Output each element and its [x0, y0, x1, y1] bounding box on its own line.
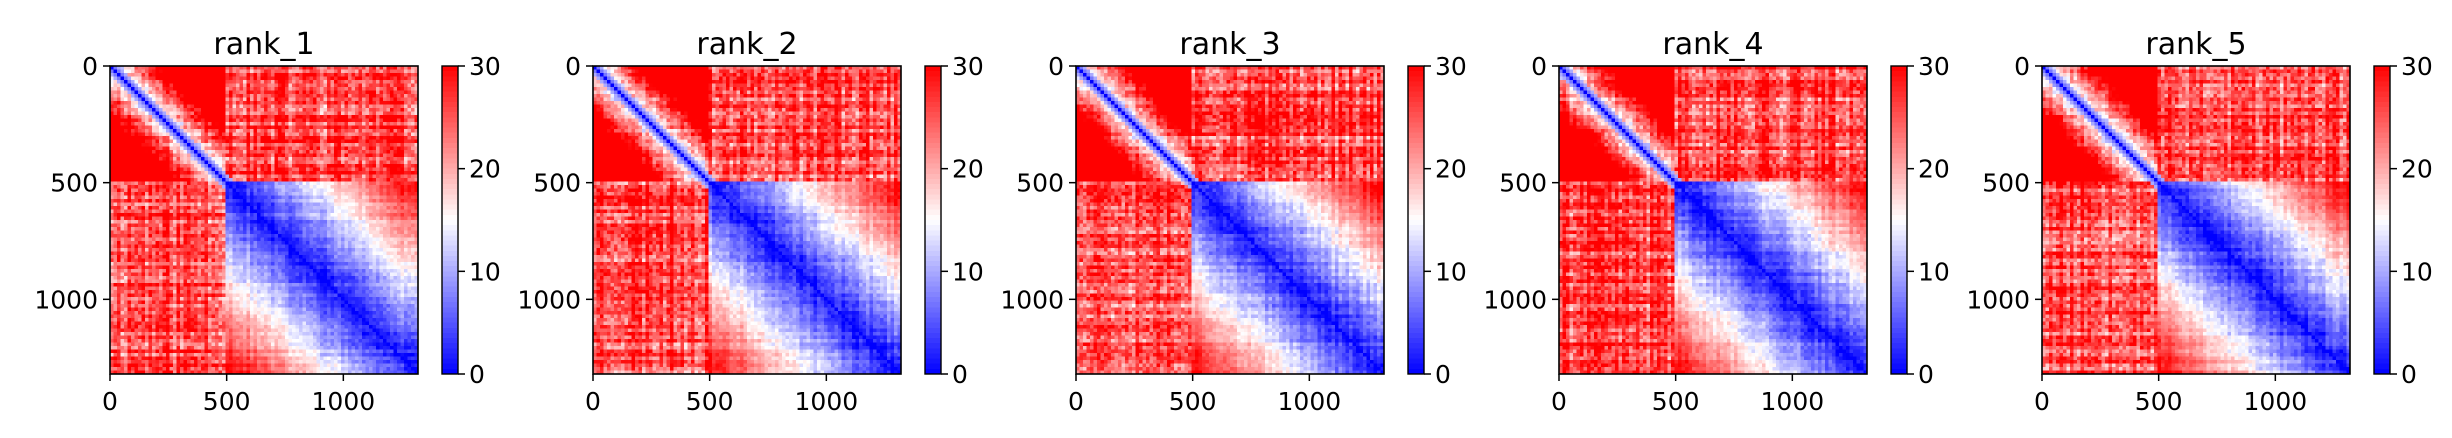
y-tick-label: 1000	[1000, 285, 1064, 314]
y-tick-label: 0	[2014, 52, 2030, 81]
x-tick-label: 1000	[795, 387, 859, 416]
y-tick-label: 1000	[34, 285, 98, 314]
colorbar-tick-label: 10	[2401, 257, 2433, 286]
subplot-title: rank_2	[696, 27, 797, 62]
colorbar-tick-label: 20	[2401, 155, 2433, 184]
colorbar-tick-label: 10	[1918, 257, 1950, 286]
colorbar: 0 10 20 30	[2374, 52, 2433, 389]
x-tick-label: 500	[2135, 387, 2183, 416]
y-tick-label: 0	[82, 52, 98, 81]
y-tick-label: 0	[1048, 52, 1064, 81]
colorbar-tick-label: 0	[1435, 360, 1451, 389]
colorbar-tick-label: 0	[2401, 360, 2417, 389]
heatmap-cells	[593, 66, 902, 375]
subplot-1: rank_1 0 500 1000 0 500 1000 0 10 20 30	[34, 27, 500, 416]
heatmap-cells	[1076, 66, 1385, 375]
x-tick-label: 0	[102, 387, 118, 416]
subplot-title: rank_1	[213, 27, 314, 62]
y-tick-label: 0	[1531, 52, 1547, 81]
colorbar-tick-label: 30	[1918, 52, 1950, 81]
colorbar-tick-label: 20	[1435, 155, 1467, 184]
heatmap-cells	[110, 66, 419, 375]
colorbar-tick-label: 10	[469, 257, 501, 286]
x-tick-label: 1000	[2244, 387, 2308, 416]
subplot-title: rank_4	[1662, 27, 1763, 62]
x-tick-label: 500	[1652, 387, 1700, 416]
x-tick-label: 0	[2034, 387, 2050, 416]
y-tick-label: 1000	[1966, 285, 2030, 314]
colorbar-tick-label: 0	[952, 360, 968, 389]
x-tick-label: 1000	[312, 387, 376, 416]
subplot-3: rank_3 0 500 1000 0 500 1000 0 10 20 30	[1000, 27, 1466, 416]
y-tick-label: 1000	[1483, 285, 1547, 314]
colorbar: 0 10 20 30	[1891, 52, 1950, 389]
subplot-2: rank_2 0 500 1000 0 500 1000 0 10 20 30	[517, 27, 983, 416]
colorbar-tick-label: 10	[1435, 257, 1467, 286]
colorbar-tick-label: 20	[1918, 155, 1950, 184]
colorbar: 0 10 20 30	[925, 52, 984, 389]
heatmap-cells	[1559, 66, 1868, 375]
x-tick-label: 1000	[1761, 387, 1825, 416]
x-tick-label: 1000	[1278, 387, 1342, 416]
y-tick-label: 1000	[517, 285, 581, 314]
x-tick-label: 0	[1068, 387, 1084, 416]
y-tick-label: 500	[1499, 169, 1547, 198]
colorbar: 0 10 20 30	[1408, 52, 1467, 389]
y-tick-label: 500	[1016, 169, 1064, 198]
x-tick-label: 0	[585, 387, 601, 416]
colorbar-tick-label: 20	[469, 155, 501, 184]
subplot-title: rank_3	[1179, 27, 1280, 62]
subplot-5: rank_5 0 500 1000 0 500 1000 0 10 20 30	[1966, 27, 2432, 416]
colorbar-tick-label: 30	[2401, 52, 2433, 81]
y-tick-label: 500	[533, 169, 581, 198]
colorbar-tick-label: 20	[952, 155, 984, 184]
heatmap-cells	[2042, 66, 2351, 375]
colorbar-tick-label: 0	[1918, 360, 1934, 389]
colorbar-tick-label: 30	[952, 52, 984, 81]
subplot-4: rank_4 0 500 1000 0 500 1000 0 10 20 30	[1483, 27, 1949, 416]
x-tick-label: 500	[203, 387, 251, 416]
x-tick-label: 500	[686, 387, 734, 416]
colorbar: 0 10 20 30	[442, 52, 501, 389]
colorbar-tick-label: 10	[952, 257, 984, 286]
colorbar-tick-label: 30	[1435, 52, 1467, 81]
colorbar-tick-label: 0	[469, 360, 485, 389]
colorbar-tick-label: 30	[469, 52, 501, 81]
y-tick-label: 500	[50, 169, 98, 198]
x-tick-label: 500	[1169, 387, 1217, 416]
subplot-title: rank_5	[2145, 27, 2246, 62]
y-tick-label: 500	[1982, 169, 2030, 198]
y-tick-label: 0	[565, 52, 581, 81]
x-tick-label: 0	[1551, 387, 1567, 416]
